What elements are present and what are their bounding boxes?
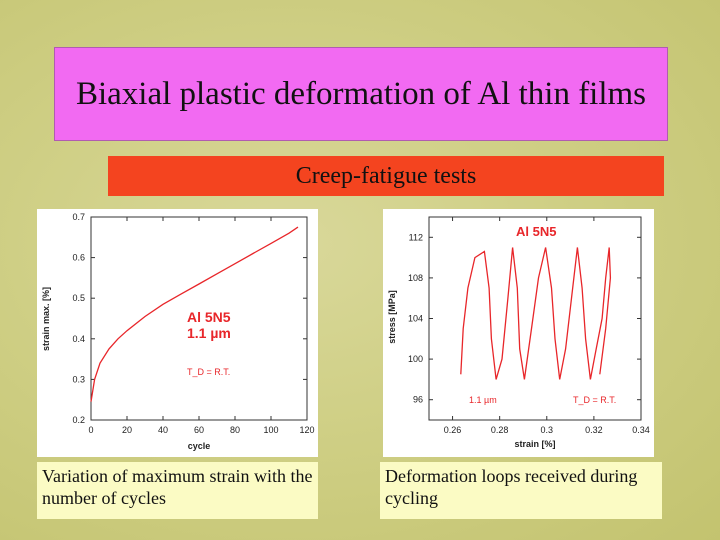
- y-tick-label: 112: [409, 232, 423, 242]
- annotation-temperature: T_D = R.T.: [187, 367, 230, 377]
- x-tick-label: 0.26: [444, 425, 462, 435]
- subtitle: Creep-fatigue tests: [295, 162, 477, 189]
- x-tick-label: 0.32: [585, 425, 603, 435]
- x-tick-label: 120: [299, 425, 314, 435]
- x-tick-label: 100: [263, 425, 278, 435]
- y-axis-label: strain max. [%]: [41, 287, 51, 351]
- x-axis-label: strain [%]: [514, 439, 555, 449]
- x-axis-label: cycle: [188, 441, 211, 451]
- y-tick-label: 96: [413, 395, 423, 405]
- x-tick-label: 0.34: [632, 425, 650, 435]
- x-tick-label: 0: [88, 425, 93, 435]
- annotation-temperature: T_D = R.T.: [573, 395, 616, 405]
- strain-max-curve: [90, 226, 299, 402]
- slide-title-box: Biaxial plastic deformation of Al thin f…: [54, 47, 668, 141]
- y-tick-label: 100: [408, 354, 423, 364]
- x-tick-label: 0.28: [491, 425, 509, 435]
- y-tick-label: 0.3: [72, 374, 85, 384]
- y-axis-label: stress [MPa]: [387, 290, 397, 344]
- x-tick-label: 80: [230, 425, 240, 435]
- x-tick-label: 20: [122, 425, 132, 435]
- caption-right: Deformation loops received during cyclin…: [380, 462, 662, 519]
- strain-vs-cycle-chart: 0 20 40 60 80 100 120 0.2 0.3 0.4 0.5 0.6 0.7 Al 5N5…: [41, 212, 315, 451]
- subtitle-box: Creep-fatigue tests: [108, 156, 664, 196]
- x-tick-label: 0.3: [541, 425, 554, 435]
- y-tick-label: 0.7: [72, 212, 85, 222]
- annotation-thickness: 1.1 µm: [469, 395, 497, 405]
- stress-vs-strain-chart-panel: 0.26 0.28 0.3 0.32 0.34 96 100 104 108 112 Al 5N5…: [383, 209, 654, 457]
- y-tick-label: 108: [408, 273, 423, 283]
- y-tick-label: 0.2: [72, 415, 85, 425]
- y-tick-label: 0.6: [72, 253, 85, 263]
- caption-left: Variation of maximum strain with the num…: [37, 462, 318, 519]
- x-tick-label: 40: [158, 425, 168, 435]
- slide-title: Biaxial plastic deformation of Al thin f…: [75, 76, 647, 112]
- x-tick-label: 60: [194, 425, 204, 435]
- y-tick-label: 104: [408, 314, 423, 324]
- strain-vs-cycle-chart-panel: 0 20 40 60 80 100 120 0.2 0.3 0.4 0.5 0.6 0.7 Al 5N5…: [37, 209, 318, 457]
- y-tick-label: 0.4: [72, 334, 85, 344]
- annotation-material: Al 5N5: [187, 309, 231, 325]
- stress-strain-chart: 0.26 0.28 0.3 0.32 0.34 96 100 104 108 112 Al 5N5…: [387, 216, 650, 449]
- annotation-material: Al 5N5: [516, 224, 556, 239]
- y-tick-label: 0.5: [72, 293, 85, 303]
- annotation-thickness: 1.1 µm: [187, 325, 231, 341]
- hysteresis-loops-curve: [460, 247, 612, 380]
